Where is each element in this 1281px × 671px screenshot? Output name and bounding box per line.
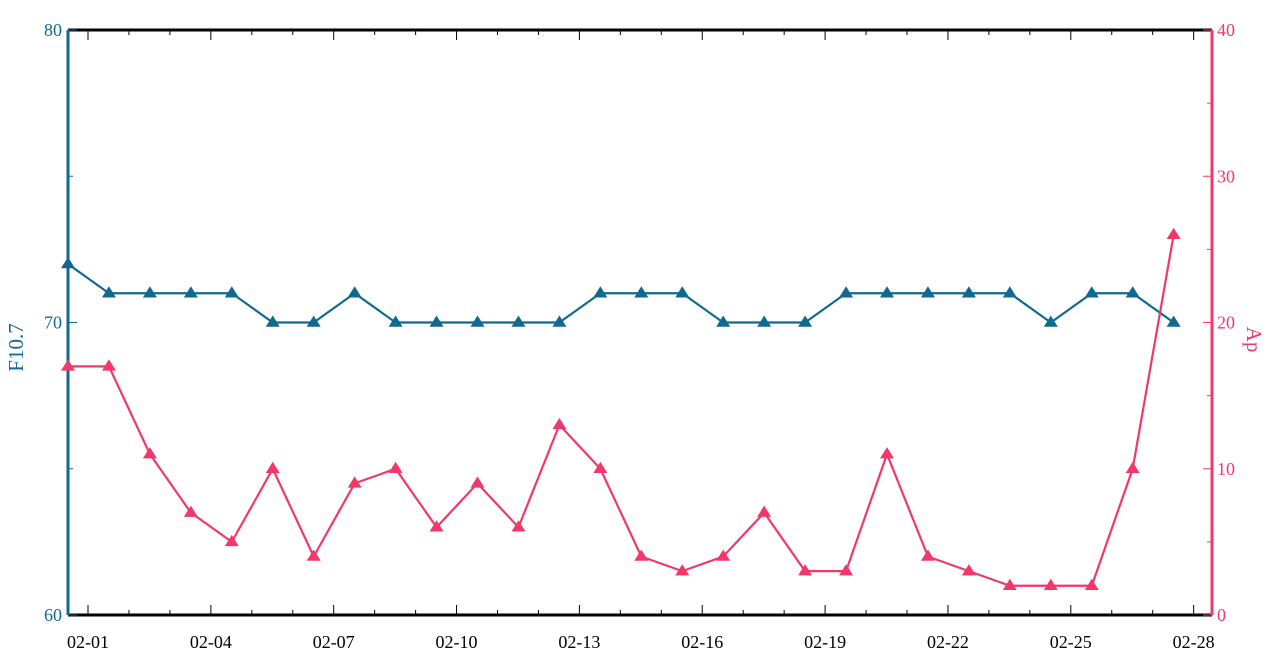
data-point-left — [347, 286, 362, 298]
data-point-left — [183, 286, 198, 298]
right-axis-title: Ap — [1242, 327, 1266, 353]
data-point-right — [306, 549, 321, 561]
data-point-left — [716, 315, 731, 327]
data-point-left — [798, 315, 813, 327]
data-point-left — [142, 286, 157, 298]
data-point-right — [1002, 578, 1017, 590]
data-point-right — [511, 520, 526, 532]
x-tick-label: 02-28 — [1173, 632, 1215, 652]
data-point-right — [716, 549, 731, 561]
data-point-left — [1002, 286, 1017, 298]
data-point-right — [429, 520, 444, 532]
x-tick-label: 02-16 — [681, 632, 723, 652]
left-tick-label: 60 — [44, 605, 62, 625]
left-tick-label: 80 — [44, 20, 62, 40]
data-point-left — [1084, 286, 1099, 298]
data-point-right — [388, 461, 403, 473]
data-point-right — [839, 564, 854, 576]
series-layer — [61, 227, 1181, 590]
data-point-right — [880, 447, 894, 459]
data-point-left — [61, 257, 75, 269]
right-tick-label: 20 — [1217, 313, 1235, 333]
data-point-left — [961, 286, 976, 298]
data-point-left — [429, 315, 444, 327]
x-tick-label: 02-01 — [67, 632, 109, 652]
data-point-left — [101, 286, 116, 298]
series-right — [61, 227, 1181, 590]
x-axis: 02-01 02-04 02-07 02-10 02-13 02-16 02-19 02-22… — [67, 30, 1215, 652]
data-point-right — [224, 534, 239, 547]
data-point-left — [634, 286, 649, 298]
series-line-left — [67, 263, 1175, 324]
data-point-right — [552, 417, 567, 430]
data-point-left — [1125, 286, 1140, 298]
data-point-left — [224, 286, 239, 298]
left-axis-title: F10.7 — [4, 323, 28, 371]
data-point-right — [1125, 461, 1140, 473]
series-left — [61, 257, 1181, 327]
data-point-left — [388, 315, 403, 327]
right-y-axis: 0 10 20 30 40 — [1203, 20, 1235, 625]
data-point-right — [757, 505, 772, 517]
left-tick-label: 70 — [44, 313, 62, 333]
data-point-right — [101, 359, 116, 371]
x-tick-label: 02-07 — [313, 632, 355, 652]
data-point-left — [880, 286, 894, 298]
data-point-right — [675, 564, 690, 576]
data-point-right — [798, 564, 813, 576]
data-point-left — [265, 315, 280, 327]
data-point-right — [1043, 578, 1058, 590]
data-point-left — [593, 286, 608, 298]
x-tick-label: 02-19 — [804, 632, 846, 652]
data-point-right — [1084, 578, 1099, 590]
data-point-left — [920, 286, 935, 298]
data-point-left — [839, 286, 854, 298]
x-tick-label: 02-13 — [558, 632, 600, 652]
data-point-right — [265, 461, 280, 473]
data-point-left — [470, 315, 485, 327]
data-point-left — [306, 315, 321, 327]
data-point-right — [142, 447, 157, 459]
x-tick-label: 02-04 — [190, 632, 232, 652]
data-point-left — [1166, 315, 1181, 327]
data-point-right — [920, 549, 935, 561]
left-y-axis: 60 70 80 — [44, 20, 77, 625]
data-point-right — [347, 476, 362, 488]
data-point-right — [61, 359, 75, 371]
right-tick-label: 30 — [1217, 166, 1235, 186]
data-point-right — [961, 564, 976, 576]
data-point-left — [552, 315, 567, 327]
data-point-left — [1043, 315, 1058, 327]
x-tick-label: 02-22 — [927, 632, 969, 652]
data-point-right — [183, 505, 198, 517]
data-point-right — [470, 476, 485, 488]
x-tick-label: 02-25 — [1050, 632, 1092, 652]
data-point-right — [593, 461, 608, 473]
data-point-right — [634, 549, 649, 561]
right-tick-label: 10 — [1217, 459, 1235, 479]
data-point-left — [675, 286, 690, 298]
data-point-right — [1166, 227, 1181, 239]
series-line-right — [68, 234, 1175, 587]
right-tick-label: 40 — [1217, 20, 1235, 40]
x-tick-label: 02-10 — [436, 632, 478, 652]
right-tick-label: 0 — [1217, 605, 1226, 625]
data-point-left — [757, 315, 772, 327]
data-point-left — [511, 315, 526, 327]
